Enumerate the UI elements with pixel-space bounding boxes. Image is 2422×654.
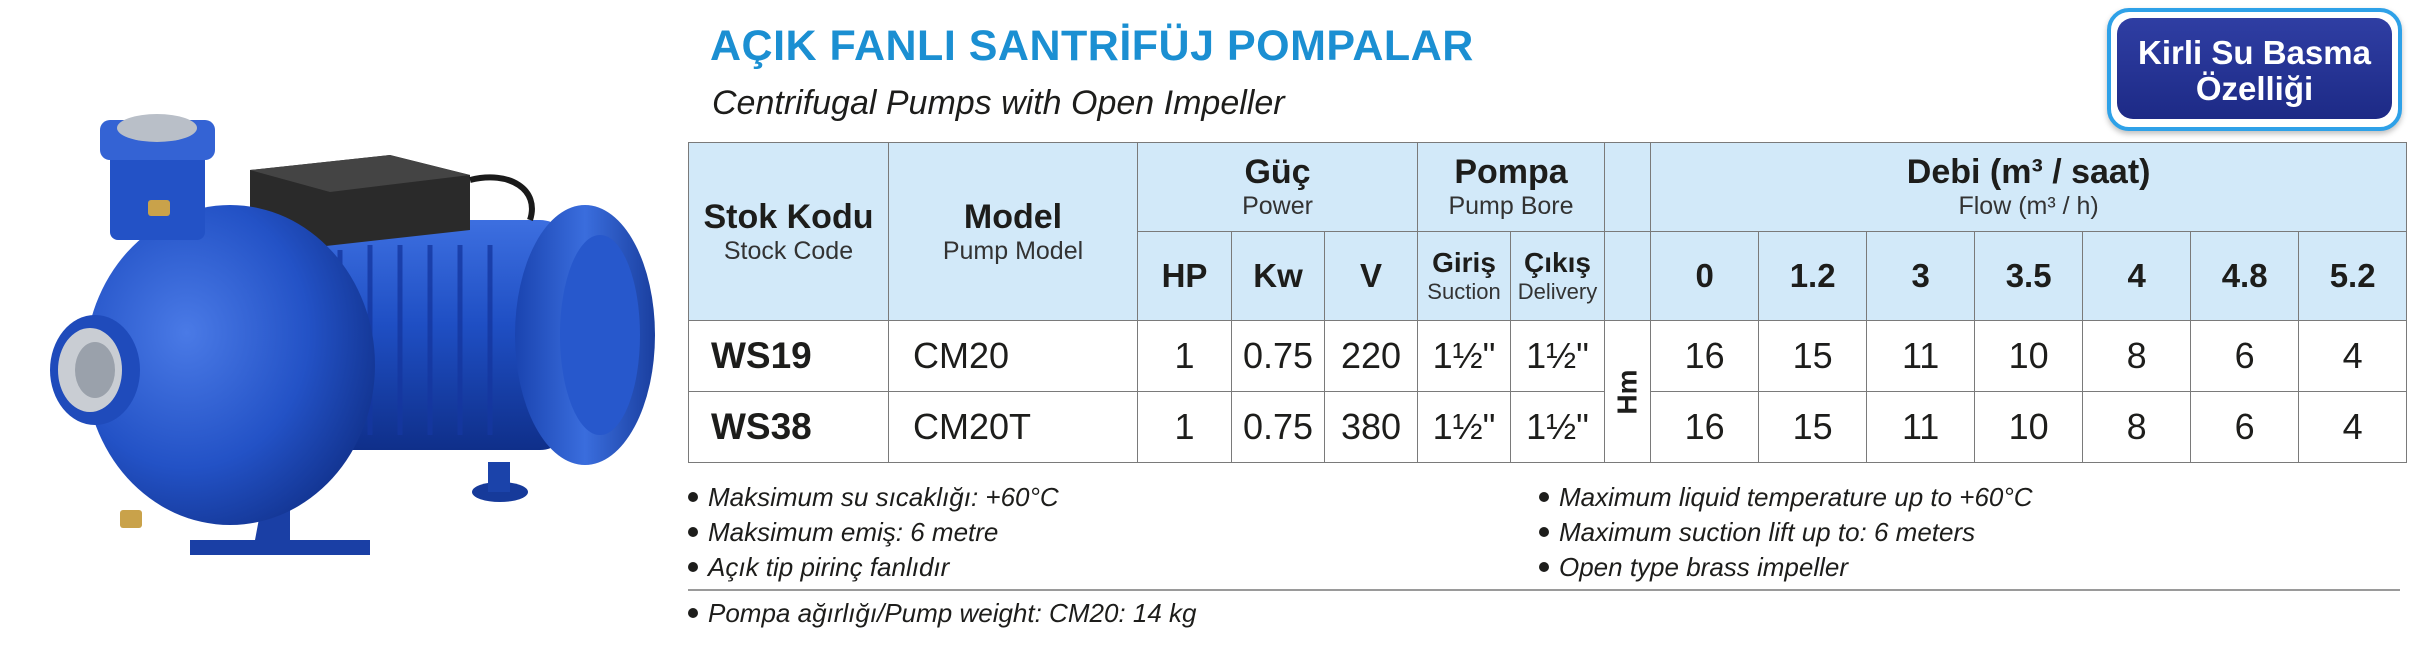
col-delivery-tr: Çıkış [1524, 247, 1591, 278]
power-header-tr: Güç [1244, 153, 1311, 191]
col-suction-tr: Giriş [1432, 247, 1496, 278]
col-delivery: Çıkış Delivery [1510, 231, 1605, 321]
power-header-en: Power [1242, 192, 1313, 220]
col-delivery-en: Delivery [1517, 279, 1598, 304]
row-1-head-6: 4 [2298, 320, 2408, 392]
row-2-hp: 1 [1137, 391, 1232, 463]
note-weight: Pompa ağırlığı/Pump weight: CM20: 14 kg [686, 596, 1196, 631]
note-en-2: Maximum suction lift up to: 6 meters [1537, 515, 2033, 550]
head-unit-label: Hm [1603, 320, 1652, 463]
col-suction: Giriş Suction [1417, 231, 1511, 321]
note-en-1: Maximum liquid temperature up to +60°C [1537, 480, 2033, 515]
row-2-code: WS38 [688, 391, 889, 463]
note-en-3: Open type brass impeller [1537, 550, 2033, 585]
flow-header: Debi (m³ / saat) Flow (m³ / h) [1650, 142, 2408, 232]
row-1-v: 220 [1324, 320, 1418, 392]
col-flow-2: 3 [1866, 231, 1976, 321]
row-2-head-1: 15 [1758, 391, 1868, 463]
col-flow-4: 4 [2082, 231, 2192, 321]
col-v: V [1324, 231, 1418, 321]
power-header: Güç Power [1137, 142, 1418, 232]
row-1-head-1: 15 [1758, 320, 1868, 392]
model-header-en: Pump Model [942, 236, 1084, 265]
spacer-subheader [1603, 231, 1652, 321]
col-suction-en: Suction [1427, 279, 1501, 304]
dirty-water-badge: Kirli Su Basma Özelliği [2107, 8, 2402, 131]
stock-code-header-tr: Stok Kodu [703, 197, 874, 236]
row-2-v: 380 [1324, 391, 1418, 463]
badge-line-1: Kirli Su Basma [2138, 34, 2371, 71]
notes-turkish: Maksimum su sıcaklığı: +60°C Maksimum em… [686, 480, 1059, 585]
col-flow-6: 5.2 [2298, 231, 2408, 321]
note-tr-1: Maksimum su sıcaklığı: +60°C [686, 480, 1059, 515]
row-1-head-0: 16 [1650, 320, 1760, 392]
row-2-head-3: 10 [1974, 391, 2084, 463]
row-1-kw: 0.75 [1231, 320, 1325, 392]
row-1-hp: 1 [1137, 320, 1232, 392]
row-1-model: CM20 [888, 320, 1138, 392]
row-2-head-4: 8 [2082, 391, 2192, 463]
row-2-head-2: 11 [1866, 391, 1976, 463]
notes-english: Maximum liquid temperature up to +60°C M… [1537, 480, 2033, 585]
page-title: AÇIK FANLI SANTRİFÜJ POMPALAR [710, 22, 1474, 70]
flow-header-tr: Debi (m³ / saat) [1906, 153, 2151, 191]
col-flow-0: 0 [1650, 231, 1760, 321]
note-tr-3: Açık tip pirinç fanlıdır [686, 550, 1059, 585]
badge-line-2: Özelliği [2195, 70, 2314, 107]
flow-header-en: Flow (m³ / h) [1958, 192, 2099, 220]
row-2-suction: 1½" [1417, 391, 1511, 463]
col-flow-5: 4.8 [2190, 231, 2300, 321]
col-hp: HP [1137, 231, 1232, 321]
row-2-head-5: 6 [2190, 391, 2300, 463]
head-unit-text: Hm [1611, 368, 1643, 415]
pump-bore-header: Pompa Pump Bore [1417, 142, 1605, 232]
spec-table: Stok Kodu Stock Code Model Pump Model Gü… [688, 142, 2408, 463]
table-row: WS38 CM20T 1 0.75 380 1½" 1½" 16 15 11 1… [688, 391, 2408, 463]
col-flow-1: 1.2 [1758, 231, 1868, 321]
col-flow-3: 3.5 [1974, 231, 2084, 321]
row-2-head-6: 4 [2298, 391, 2408, 463]
model-header-tr: Model [963, 197, 1063, 236]
pump-bore-header-en: Pump Bore [1448, 192, 1574, 220]
table-row: WS19 CM20 1 0.75 220 1½" 1½" Hm 16 15 11… [688, 320, 2408, 463]
model-header: Model Pump Model [888, 142, 1138, 321]
page-subtitle: Centrifugal Pumps with Open Impeller [712, 84, 1285, 122]
note-tr-2: Maksimum emiş: 6 metre [686, 515, 1059, 550]
row-1-head-5: 6 [2190, 320, 2300, 392]
stock-code-header-en: Stock Code [723, 236, 854, 265]
row-2-kw: 0.75 [1231, 391, 1325, 463]
row-2-delivery: 1½" [1510, 391, 1605, 463]
col-kw: Kw [1231, 231, 1325, 321]
row-2-model: CM20T [888, 391, 1138, 463]
row-1-head-3: 10 [1974, 320, 2084, 392]
row-1-suction: 1½" [1417, 320, 1511, 392]
spacer-header [1603, 142, 1652, 232]
stock-code-header: Stok Kodu Stock Code [688, 142, 889, 321]
pump-product-image [50, 114, 655, 555]
notes-weight: Pompa ağırlığı/Pump weight: CM20: 14 kg [686, 596, 1196, 631]
notes-divider [688, 589, 2400, 591]
row-1-head-2: 11 [1866, 320, 1976, 392]
row-1-delivery: 1½" [1510, 320, 1605, 392]
row-1-head-4: 8 [2082, 320, 2192, 392]
pump-bore-header-tr: Pompa [1454, 153, 1568, 191]
row-2-head-0: 16 [1650, 391, 1760, 463]
row-1-code: WS19 [688, 320, 889, 392]
